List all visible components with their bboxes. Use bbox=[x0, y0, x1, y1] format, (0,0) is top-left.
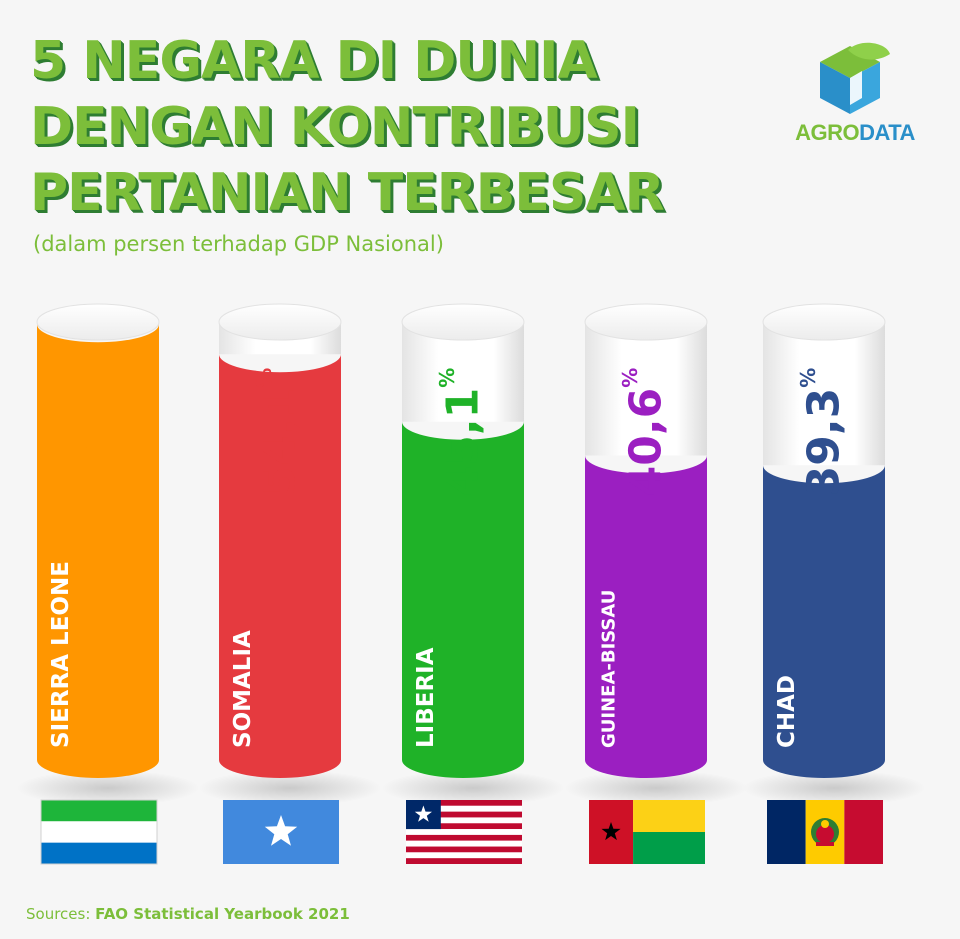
bar-shadow bbox=[381, 770, 565, 806]
bar-shadow bbox=[564, 770, 748, 806]
unit-label: % bbox=[618, 368, 642, 388]
bar bbox=[585, 455, 707, 778]
bar-empty-body bbox=[763, 322, 885, 466]
agrodata-logo: AGRODATA bbox=[790, 40, 920, 150]
unit-label: % bbox=[435, 368, 459, 388]
title-line: DENGAN KONTRIBUSI bbox=[30, 97, 640, 157]
bar bbox=[763, 465, 885, 778]
bar-cap bbox=[36, 303, 160, 341]
data-label: 40,6% bbox=[618, 368, 672, 497]
unit-label: % bbox=[252, 368, 276, 388]
category-label: LIBERIA bbox=[413, 647, 439, 748]
bar-shadow bbox=[198, 770, 382, 806]
guinea-bissau-flag-icon bbox=[589, 800, 705, 864]
bar-empty-body bbox=[402, 322, 524, 422]
title-line: 5 NEGARA DI DUNIA bbox=[30, 31, 598, 91]
bar bbox=[402, 421, 524, 778]
chart-subtitle: (dalam persen terhadap GDP Nasional) bbox=[33, 232, 444, 256]
unit-label: % bbox=[796, 368, 820, 388]
bar-group: 54,1% SOMALIA bbox=[198, 303, 382, 864]
bar bbox=[37, 324, 159, 778]
data-label: 54,1% bbox=[252, 368, 306, 497]
bar-cap bbox=[401, 303, 525, 341]
category-label: SIERRA LEONE bbox=[48, 561, 74, 748]
bar-cap bbox=[762, 303, 886, 341]
title-line: PERTANIAN TERBESAR bbox=[30, 163, 665, 223]
bar-shadow bbox=[742, 770, 926, 806]
bar-cap bbox=[218, 303, 342, 341]
bar-group: 45,1% LIBERIA bbox=[381, 303, 565, 864]
bar bbox=[219, 354, 341, 778]
page-title: 5 NEGARA DI DUNIA DENGAN KONTRIBUSI PERT… bbox=[30, 28, 750, 226]
logo-wordmark: AGRODATA bbox=[795, 120, 915, 145]
bar-cap bbox=[584, 303, 708, 341]
bar-group: 39,3% CHAD bbox=[742, 303, 926, 864]
data-label: 58,1% bbox=[70, 368, 124, 497]
bar-group: 40,6% GUINEA-BISSAU bbox=[564, 303, 748, 864]
category-label: SOMALIA bbox=[230, 630, 256, 748]
category-label: GUINEA-BISSAU bbox=[599, 590, 620, 748]
chad-flag-icon bbox=[767, 800, 883, 864]
sources-note: Sources: FAO Statistical Yearbook 2021 bbox=[26, 905, 350, 923]
bar-empty-body bbox=[585, 322, 707, 456]
unit-label: % bbox=[70, 368, 94, 388]
somalia-flag-icon bbox=[223, 800, 339, 864]
liberia-flag-icon bbox=[406, 800, 522, 864]
bar-group: 58,1% SIERRA LEONE bbox=[16, 303, 200, 865]
sierra-leone-flag-icon bbox=[40, 799, 158, 865]
cube-leaf-icon bbox=[820, 42, 890, 114]
bar-shadow bbox=[16, 770, 200, 806]
category-label: CHAD bbox=[774, 675, 800, 748]
data-label: 45,1% bbox=[435, 368, 489, 497]
data-label: 39,3% bbox=[796, 368, 850, 497]
